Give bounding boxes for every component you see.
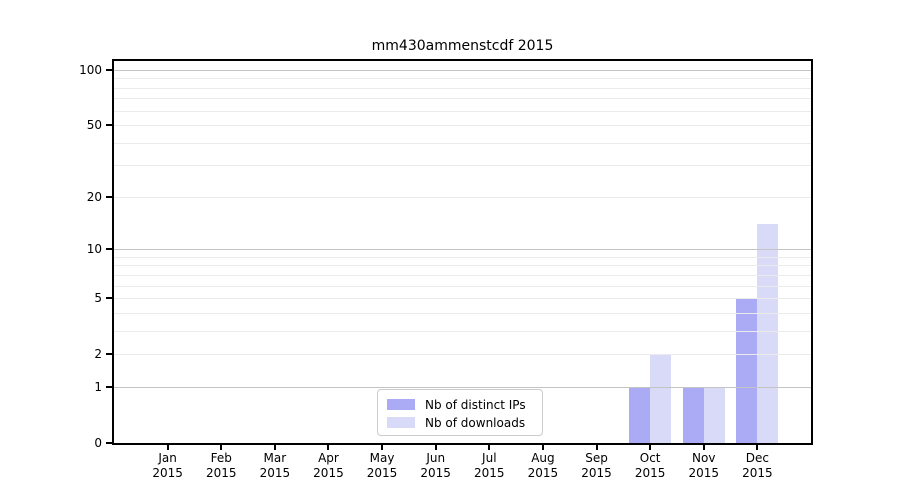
x-tick — [381, 445, 384, 450]
y-tick-label: 5 — [94, 291, 102, 306]
x-tick-label: Apr 2015 — [313, 451, 344, 480]
legend-entry-downloads: Nb of downloads — [387, 415, 533, 430]
y-tick — [106, 68, 112, 71]
bar-distinct-ips — [736, 298, 758, 443]
legend: Nb of distinct IPs Nb of downloads — [377, 389, 543, 436]
y-tick — [106, 195, 112, 198]
gridline-minor — [114, 265, 811, 267]
x-tick — [434, 445, 437, 450]
x-tick — [273, 445, 276, 450]
legend-label-distinct-ips: Nb of distinct IPs — [425, 397, 526, 412]
x-tick-label: Aug 2015 — [527, 451, 559, 480]
x-tick — [488, 445, 491, 450]
gridline-minor — [114, 87, 811, 89]
gridline-minor — [114, 285, 811, 287]
legend-label-downloads: Nb of downloads — [425, 415, 526, 430]
y-tick-label: 2 — [94, 347, 102, 362]
gridline-major — [114, 69, 811, 71]
x-tick-label: Mar 2015 — [259, 451, 291, 480]
x-tick — [220, 445, 223, 450]
gridline-minor — [114, 125, 811, 127]
x-tick-label: Jul 2015 — [474, 451, 505, 480]
y-tick — [106, 297, 112, 300]
x-tick — [541, 445, 544, 450]
gridline-minor — [114, 312, 811, 314]
x-tick-label: Sep 2015 — [581, 451, 612, 480]
gridline-major — [114, 249, 811, 251]
y-tick — [106, 248, 112, 251]
x-tick-label: Jun 2015 — [420, 451, 451, 480]
gridline-minor — [114, 196, 811, 198]
bar-downloads — [703, 386, 725, 443]
x-tick-label: Feb 2015 — [205, 451, 237, 480]
gridline-minor — [114, 165, 811, 167]
y-tick-label: 0 — [94, 436, 102, 450]
bar-downloads — [757, 224, 779, 443]
x-tick-label: Dec 2015 — [742, 451, 773, 480]
x-tick-label: Nov 2015 — [688, 451, 720, 480]
y-tick-label: 1 — [94, 379, 102, 394]
x-tick-label: May 2015 — [366, 451, 398, 480]
y-tick-label: 100 — [79, 62, 102, 77]
y-tick-label: 50 — [86, 118, 102, 133]
x-tick — [595, 445, 598, 450]
x-tick — [649, 445, 652, 450]
gridline-minor — [114, 298, 811, 300]
bar-downloads — [650, 354, 672, 443]
gridline-minor — [114, 78, 811, 80]
gridline-minor — [114, 110, 811, 112]
gridline-minor — [114, 98, 811, 100]
plot-area — [114, 61, 811, 443]
x-tick — [166, 445, 169, 450]
y-tick — [106, 124, 112, 127]
chart-title: mm430ammenstcdf 2015 — [371, 38, 554, 54]
x-tick — [756, 445, 759, 450]
bar-distinct-ips — [629, 386, 651, 443]
legend-swatch-distinct-ips — [387, 399, 415, 410]
gridline-major — [114, 386, 811, 388]
gridline-minor — [114, 274, 811, 276]
gridline-minor — [114, 142, 811, 144]
y-tick-label: 20 — [86, 189, 102, 204]
y-tick — [106, 442, 112, 444]
gridline-minor — [114, 330, 811, 332]
gridline-minor — [114, 354, 811, 356]
y-tick — [106, 385, 112, 388]
x-tick-label: Oct 2015 — [634, 451, 666, 480]
x-tick — [327, 445, 330, 450]
x-tick — [702, 445, 705, 450]
gridline-minor — [114, 256, 811, 258]
y-tick-label: 10 — [86, 242, 102, 257]
y-tick — [106, 353, 112, 356]
bar-distinct-ips — [682, 386, 704, 443]
x-tick-label: Jan 2015 — [152, 451, 183, 480]
legend-swatch-downloads — [387, 417, 415, 428]
legend-entry-distinct-ips: Nb of distinct IPs — [387, 397, 533, 412]
